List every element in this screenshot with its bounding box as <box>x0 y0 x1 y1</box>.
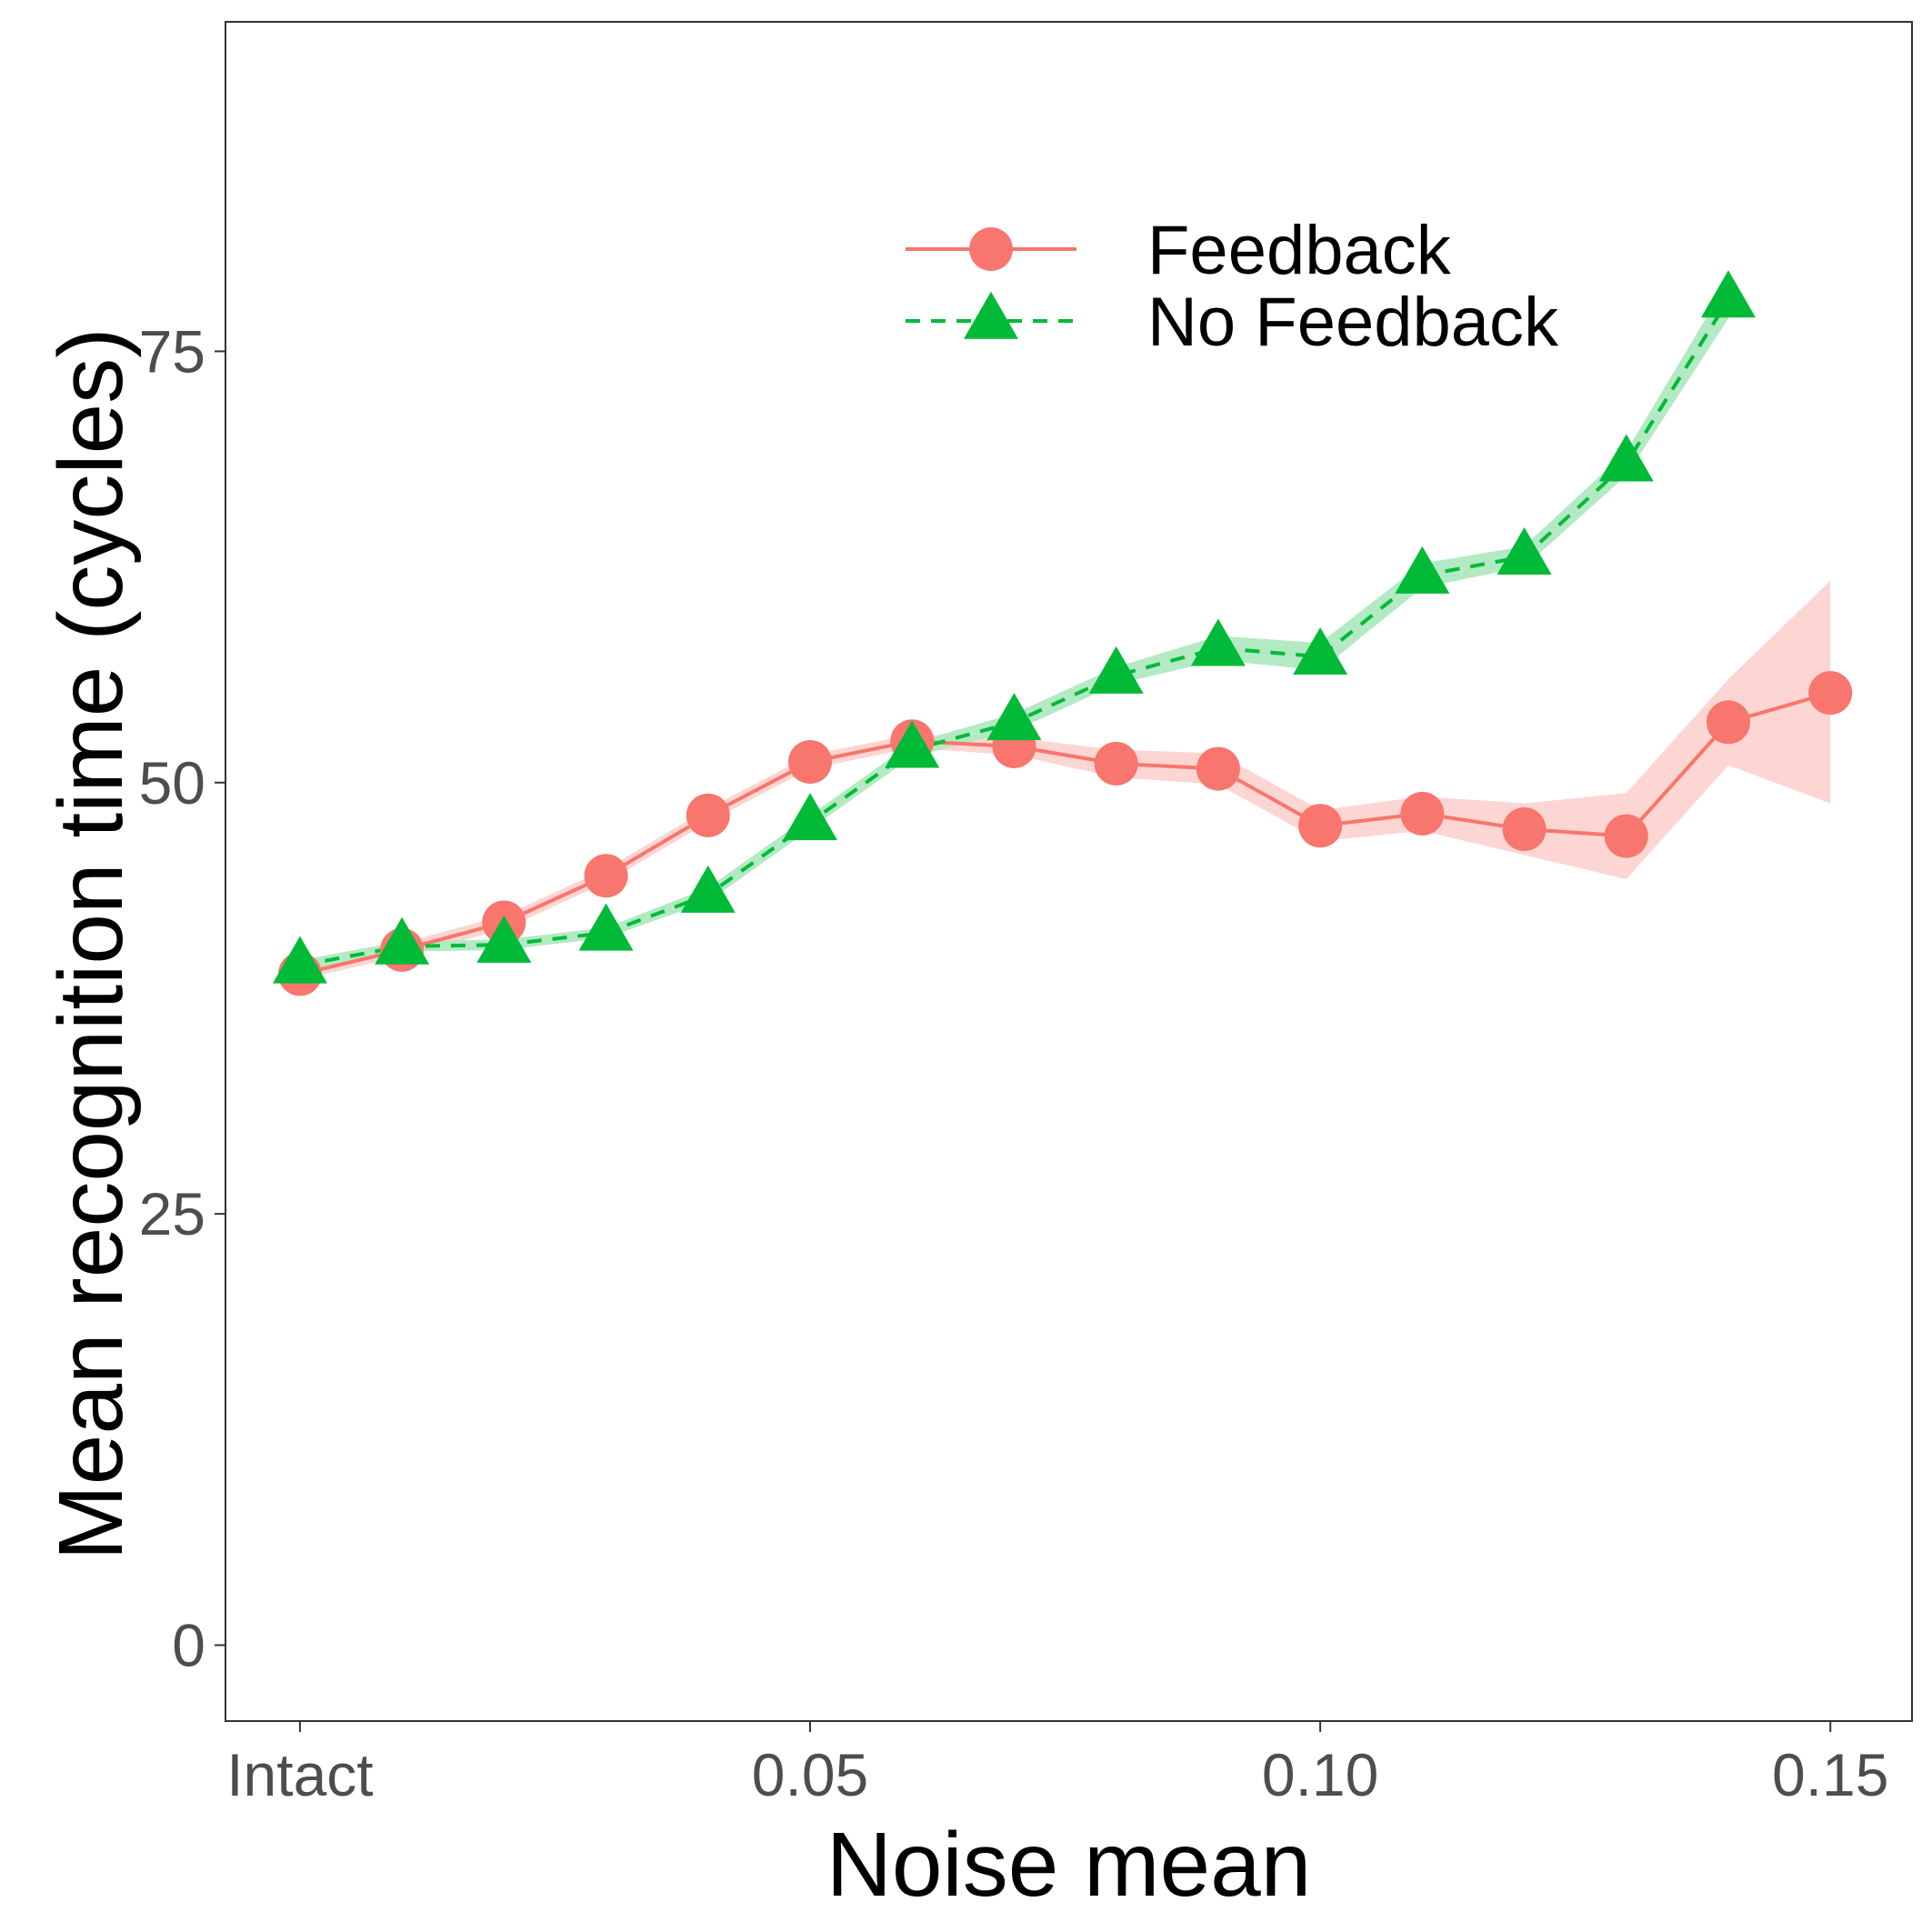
data-point-feedback <box>1604 814 1648 858</box>
y-tick-label: 25 <box>139 1180 205 1247</box>
confidence-bands <box>299 280 1831 980</box>
data-point-no-feedback <box>375 916 430 965</box>
y-tick-label: 75 <box>139 317 205 385</box>
data-point-feedback <box>584 854 628 898</box>
data-point-feedback <box>686 793 730 837</box>
data-point-no-feedback <box>783 793 838 841</box>
y-tick-label: 0 <box>172 1612 205 1679</box>
data-point-feedback <box>1196 746 1240 791</box>
data-point-no-feedback <box>1598 434 1654 482</box>
data-point-feedback <box>1298 804 1343 848</box>
data-point-no-feedback <box>680 865 736 913</box>
data-point-no-feedback <box>476 915 532 963</box>
data-point-no-feedback <box>1701 270 1757 318</box>
legend-key-no-feedback <box>964 291 1018 339</box>
legend-label-feedback: Feedback <box>1147 212 1452 289</box>
data-point-no-feedback <box>1293 627 1348 676</box>
data-point-feedback <box>1094 741 1138 786</box>
plot-panel-border <box>225 21 1913 1722</box>
data-point-feedback <box>1502 807 1547 852</box>
y-axis: 0 25 50 75 <box>139 317 225 1679</box>
x-tick-label: 0.05 <box>752 1741 868 1808</box>
data-point-no-feedback <box>1088 646 1144 694</box>
series-markers <box>272 270 1853 996</box>
data-point-no-feedback <box>986 693 1042 741</box>
data-point-feedback <box>788 740 833 785</box>
data-point-no-feedback <box>1497 526 1552 575</box>
y-tick-label: 50 <box>139 749 205 816</box>
data-point-no-feedback <box>578 903 634 951</box>
data-point-feedback <box>1707 700 1751 745</box>
x-tick-label: Intact <box>226 1741 373 1808</box>
ci-band-feedback <box>299 580 1831 980</box>
x-axis: Intact 0.05 0.10 0.15 <box>226 1721 1888 1808</box>
y-axis-title: Mean recognition time (cycles) <box>40 327 142 1560</box>
data-point-feedback <box>1808 671 1853 716</box>
data-point-no-feedback <box>885 720 940 768</box>
data-point-no-feedback <box>1395 546 1450 594</box>
x-tick-label: 0.15 <box>1772 1741 1888 1808</box>
legend-label-no-feedback: No Feedback <box>1147 284 1559 361</box>
data-point-feedback <box>1400 791 1445 836</box>
data-point-no-feedback <box>272 936 327 984</box>
x-tick-label: 0.10 <box>1262 1741 1378 1808</box>
x-axis-title: Noise mean <box>826 1814 1312 1916</box>
legend-key-feedback <box>969 227 1013 271</box>
series-line-feedback <box>299 691 1831 976</box>
data-point-no-feedback <box>1190 618 1246 666</box>
